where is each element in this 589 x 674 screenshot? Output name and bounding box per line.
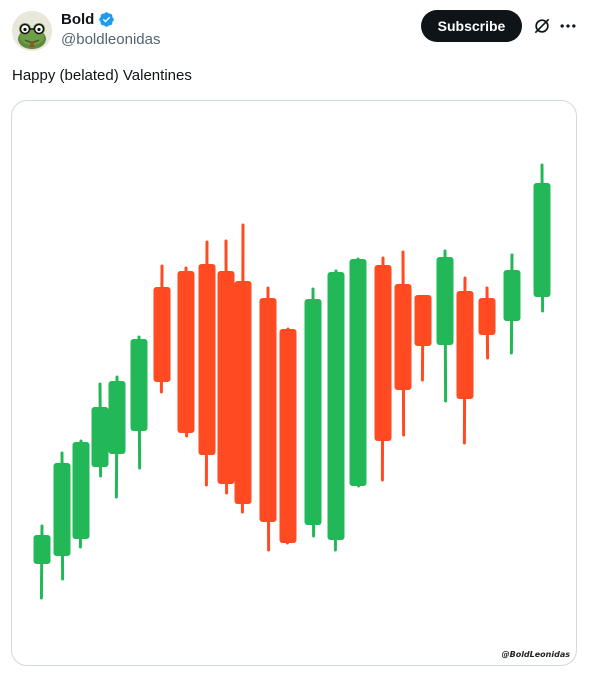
candle-down bbox=[279, 327, 297, 545]
candle-down bbox=[177, 266, 195, 438]
candle-body bbox=[153, 287, 171, 382]
candle-down bbox=[217, 239, 235, 495]
tweet-media[interactable]: @BoldLeonidas bbox=[11, 100, 577, 666]
candle-up bbox=[436, 249, 454, 403]
candle-up bbox=[91, 382, 109, 478]
candle-up bbox=[72, 439, 90, 549]
candle-up bbox=[304, 287, 322, 538]
media-watermark: @BoldLeonidas bbox=[501, 650, 570, 659]
candle-body bbox=[394, 284, 412, 390]
candle-down bbox=[234, 223, 252, 514]
candle-body bbox=[53, 463, 71, 556]
candle-body bbox=[108, 381, 126, 454]
candle-body bbox=[259, 298, 277, 522]
candle-down bbox=[478, 286, 496, 360]
candle-body bbox=[533, 183, 551, 297]
candle-body bbox=[72, 442, 90, 539]
candle-up bbox=[33, 524, 51, 600]
more-dots-icon[interactable] bbox=[558, 16, 578, 36]
candle-body bbox=[217, 271, 235, 484]
candlestick-drawing bbox=[33, 163, 551, 600]
candle-up bbox=[503, 253, 521, 355]
tweet-header: Bold @boldleonidas Subscribe bbox=[0, 0, 589, 60]
candle-up bbox=[53, 451, 71, 581]
tweet-text: Happy (belated) Valentines bbox=[12, 67, 192, 84]
candle-body bbox=[503, 270, 521, 321]
candle-down bbox=[394, 250, 412, 437]
candle-up bbox=[533, 163, 551, 313]
candle-body bbox=[414, 295, 432, 346]
candle-down bbox=[414, 295, 432, 382]
candle-body bbox=[234, 281, 252, 504]
candle-body bbox=[198, 264, 216, 455]
candle-body bbox=[130, 339, 148, 431]
candle-up bbox=[349, 257, 367, 488]
user-handle[interactable]: @boldleonidas bbox=[61, 31, 161, 48]
candle-down bbox=[198, 240, 216, 487]
candle-body bbox=[456, 291, 474, 399]
candle-body bbox=[478, 298, 496, 335]
subscribe-button[interactable]: Subscribe bbox=[421, 10, 522, 42]
candle-up bbox=[327, 269, 345, 552]
frog-avatar-icon bbox=[12, 11, 52, 51]
verified-badge-icon bbox=[99, 12, 115, 27]
candle-down bbox=[259, 286, 277, 552]
candle-down bbox=[153, 264, 171, 394]
display-name[interactable]: Bold bbox=[61, 11, 95, 28]
candle-body bbox=[304, 299, 322, 525]
candle-down bbox=[456, 276, 474, 445]
candle-body bbox=[327, 272, 345, 540]
avatar[interactable] bbox=[12, 11, 52, 51]
candle-up bbox=[130, 335, 148, 470]
candle-body bbox=[374, 265, 392, 441]
candle-down bbox=[374, 256, 392, 482]
candle-body bbox=[436, 257, 454, 345]
candle-up bbox=[108, 375, 126, 499]
grok-slash-icon[interactable] bbox=[532, 16, 552, 36]
candle-body bbox=[349, 259, 367, 486]
candle-body bbox=[91, 407, 109, 467]
candle-body bbox=[279, 329, 297, 543]
name-row: Bold bbox=[61, 11, 115, 28]
candle-body bbox=[177, 271, 195, 433]
candle-body bbox=[33, 535, 51, 564]
